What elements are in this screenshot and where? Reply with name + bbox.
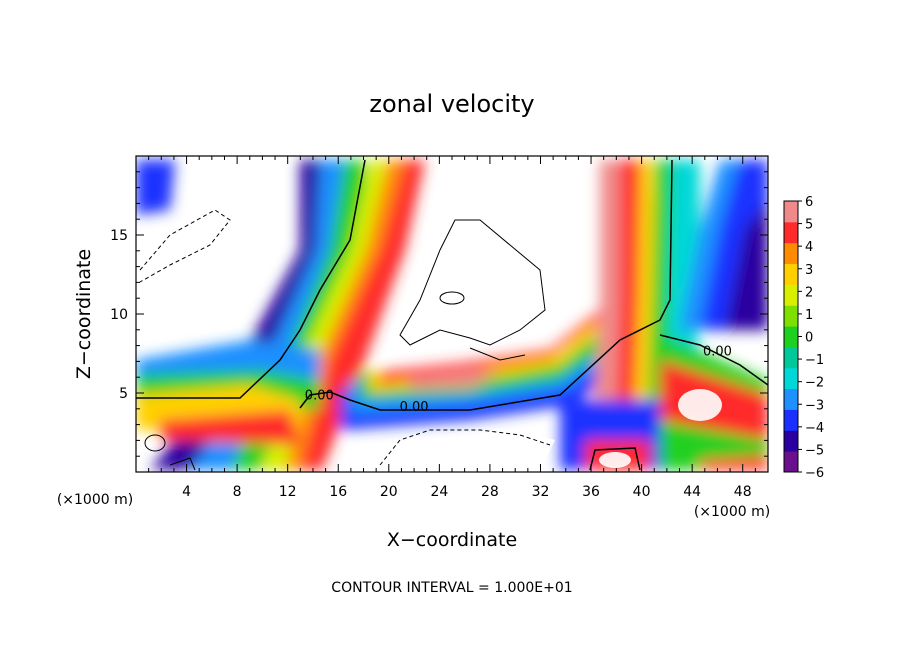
colorbar-swatch — [784, 388, 798, 410]
colorbar-swatch — [784, 451, 798, 473]
colorbar-swatch — [784, 326, 798, 348]
x-tick-label: 12 — [279, 484, 297, 500]
colorbar-swatch — [784, 201, 798, 223]
y-tick-label: 10 — [110, 307, 128, 323]
colorbar-tick-label: −5 — [805, 443, 824, 458]
colorbar-tick-label: 1 — [805, 308, 813, 323]
y-axis: 5 10 15 — [110, 171, 768, 457]
y-tick-label: 5 — [119, 386, 128, 402]
x-tick-label: 28 — [481, 484, 499, 500]
x-tick-label: 4 — [182, 484, 191, 500]
colorbar-tick-label: 6 — [805, 195, 813, 210]
x-tick-label: 44 — [683, 484, 701, 500]
colorbar-swatch — [784, 346, 798, 369]
contour-labels: 0.00 0.00 0.00 — [305, 345, 732, 415]
colorbar-swatch — [784, 305, 798, 327]
colorbar-tick-label: 5 — [805, 218, 813, 233]
colorbar-tick-label: −2 — [805, 376, 824, 391]
contour-label: 0.00 — [305, 389, 334, 404]
x-tick-label: 24 — [430, 484, 448, 500]
x-axis: 4 8 12 16 20 24 28 32 36 40 44 48 — [148, 156, 756, 500]
colorbar-swatch — [784, 284, 798, 306]
contour-interval-label: CONTOUR INTERVAL = 1.000E+01 — [331, 580, 572, 596]
x-tick-label: 48 — [734, 484, 752, 500]
chart-title: zonal velocity — [369, 90, 534, 118]
x-tick-label: 36 — [582, 484, 600, 500]
contour-field — [136, 156, 768, 472]
x-tick-label: 16 — [329, 484, 347, 500]
x-tick-label: 8 — [233, 484, 242, 500]
colorbar-tick-label: −3 — [805, 398, 824, 413]
colorbar-swatch — [784, 430, 798, 452]
colorbar-tick-label: −6 — [805, 466, 824, 481]
y-axis-label: Z−coordinate — [73, 249, 95, 379]
colorbar-swatch — [784, 263, 798, 285]
x-tick-label: 40 — [633, 484, 651, 500]
contour-lines — [136, 159, 768, 471]
colorbar-tick-label: −1 — [805, 353, 824, 368]
colorbar-tick-label: 0 — [805, 331, 813, 346]
colorbar-swatch — [784, 367, 798, 390]
y-tick-label: 15 — [110, 228, 128, 244]
x-unit-left: (×1000 m) — [57, 492, 133, 508]
colorbar-tick-label: 4 — [805, 240, 813, 255]
colorbar-swatch — [784, 221, 798, 244]
x-unit-right: (×1000 m) — [694, 504, 770, 520]
colorbar-tick-label: 2 — [805, 285, 813, 300]
colorbar-tick-label: −4 — [805, 421, 824, 436]
contour-label: 0.00 — [703, 345, 732, 360]
x-tick-label: 20 — [380, 484, 398, 500]
x-axis-label: X−coordinate — [387, 529, 517, 551]
colorbar-swatch — [784, 242, 798, 265]
colorbar-swatch — [784, 409, 798, 431]
x-tick-label: 32 — [532, 484, 550, 500]
colorbar-tick-label: 3 — [805, 263, 813, 278]
contour-label: 0.00 — [400, 400, 429, 415]
colorbar: 6 5 4 3 2 1 0 −1 −2 −3 −4 −5 −6 — [783, 195, 824, 481]
